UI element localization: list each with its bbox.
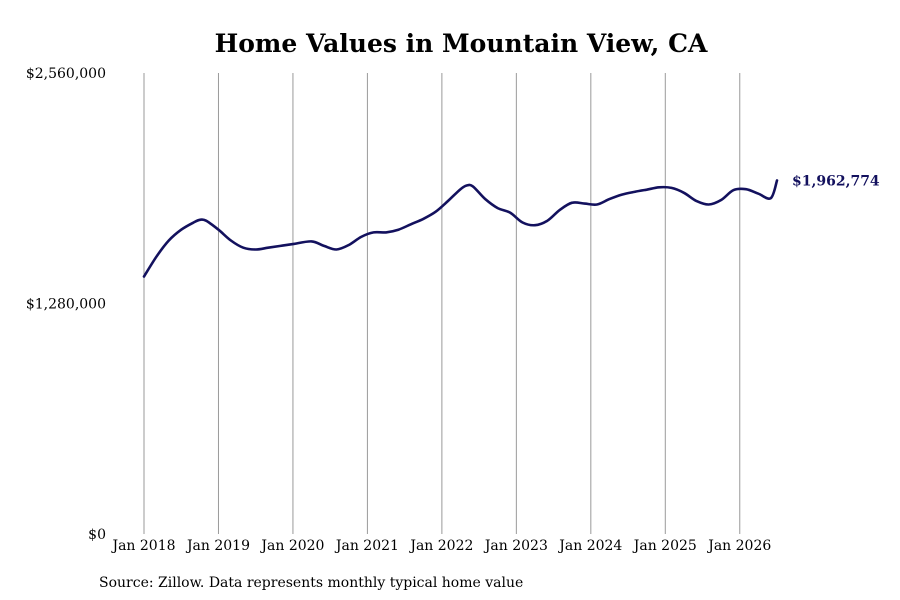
y-axis-ticks: $0 $1,280,000 $2,560,000: [26, 66, 106, 543]
x-tick-label: Jan 2025: [632, 538, 697, 554]
y-tick-label: $0: [88, 527, 106, 543]
y-tick-label: $2,560,000: [26, 66, 106, 82]
chart-title: Home Values in Mountain View, CA: [215, 29, 708, 58]
x-tick-label: Jan 2018: [110, 538, 175, 554]
series-line: [142, 179, 779, 278]
x-tick-label: Jan 2019: [185, 538, 250, 554]
x-tick-label: Jan 2026: [706, 538, 771, 554]
y-tick-label: $1,280,000: [26, 297, 106, 313]
x-tick-label: Jan 2024: [557, 538, 622, 554]
x-tick-label: Jan 2020: [259, 538, 324, 554]
x-axis-ticks: Jan 2018 Jan 2019 Jan 2020 Jan 2021 Jan 2022…: [110, 538, 771, 554]
x-tick-label: Jan 2022: [408, 538, 473, 554]
x-tick-label: Jan 2023: [483, 538, 548, 554]
end-value-label: $1,962,774: [792, 174, 880, 190]
source-note: Source: Zillow. Data represents monthly …: [99, 575, 523, 591]
x-tick-label: Jan 2021: [334, 538, 399, 554]
gridlines: [143, 73, 741, 534]
